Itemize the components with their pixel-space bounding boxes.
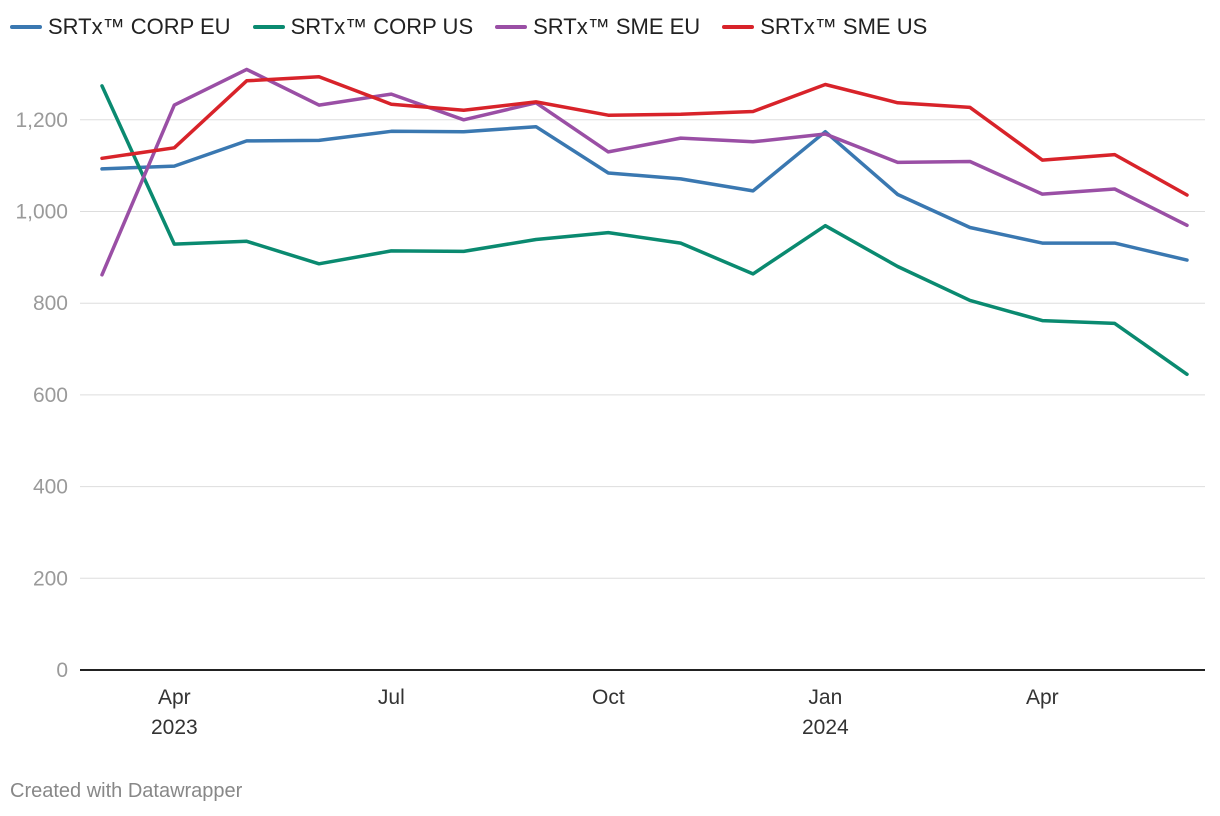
y-axis-labels: 0 200 400 600 800 1,000 1,200 bbox=[15, 109, 68, 682]
x-tick-label: Oct bbox=[592, 686, 625, 709]
series-line bbox=[100, 84, 1189, 377]
gridlines bbox=[80, 119, 1205, 579]
legend-swatch bbox=[252, 25, 285, 29]
credit-text: Created with Datawrapper bbox=[10, 780, 243, 802]
x-tick-label: Jan bbox=[808, 686, 842, 709]
x-tick-label: Jul bbox=[378, 686, 405, 709]
x-tick-label: Apr bbox=[1026, 686, 1059, 709]
series-line bbox=[100, 74, 1189, 197]
y-tick-label: 200 bbox=[33, 567, 68, 590]
legend-item: SRTx™ SME US bbox=[722, 14, 927, 40]
x-tick-year-label: 2023 bbox=[151, 716, 198, 739]
legend-label: SRTx™ SME EU bbox=[533, 14, 701, 39]
series-lines bbox=[100, 67, 1189, 377]
legend-swatch bbox=[495, 25, 528, 29]
series-line bbox=[100, 124, 1189, 262]
legend-label: SRTx™ CORP EU bbox=[48, 14, 231, 39]
legend-swatch bbox=[722, 25, 755, 29]
y-tick-label: 600 bbox=[33, 384, 68, 407]
y-tick-label: 1,000 bbox=[15, 201, 68, 224]
legend-label: SRTx™ CORP US bbox=[290, 14, 474, 39]
x-tick-year-label: 2024 bbox=[802, 716, 849, 739]
legend-swatch bbox=[10, 25, 42, 29]
legend-label: SRTx™ SME US bbox=[760, 14, 928, 39]
series-line bbox=[100, 67, 1189, 277]
legend-item: SRTx™ CORP US bbox=[252, 14, 474, 40]
y-tick-label: 0 bbox=[56, 659, 68, 682]
y-tick-label: 400 bbox=[33, 476, 68, 499]
legend-item: SRTx™ SME EU bbox=[495, 14, 700, 40]
legend-item: SRTx™ CORP EU bbox=[10, 14, 231, 40]
chart-legend: SRTx™ CORP EU SRTx™ CORP US SRTx™ SME EU SR… bbox=[10, 14, 927, 40]
x-axis-labels: Apr 2023 Jul Oct Jan 2024 Apr bbox=[151, 686, 1059, 739]
y-tick-label: 800 bbox=[33, 292, 68, 315]
x-tick-label: Apr bbox=[158, 686, 191, 709]
y-tick-label: 1,200 bbox=[15, 109, 68, 132]
